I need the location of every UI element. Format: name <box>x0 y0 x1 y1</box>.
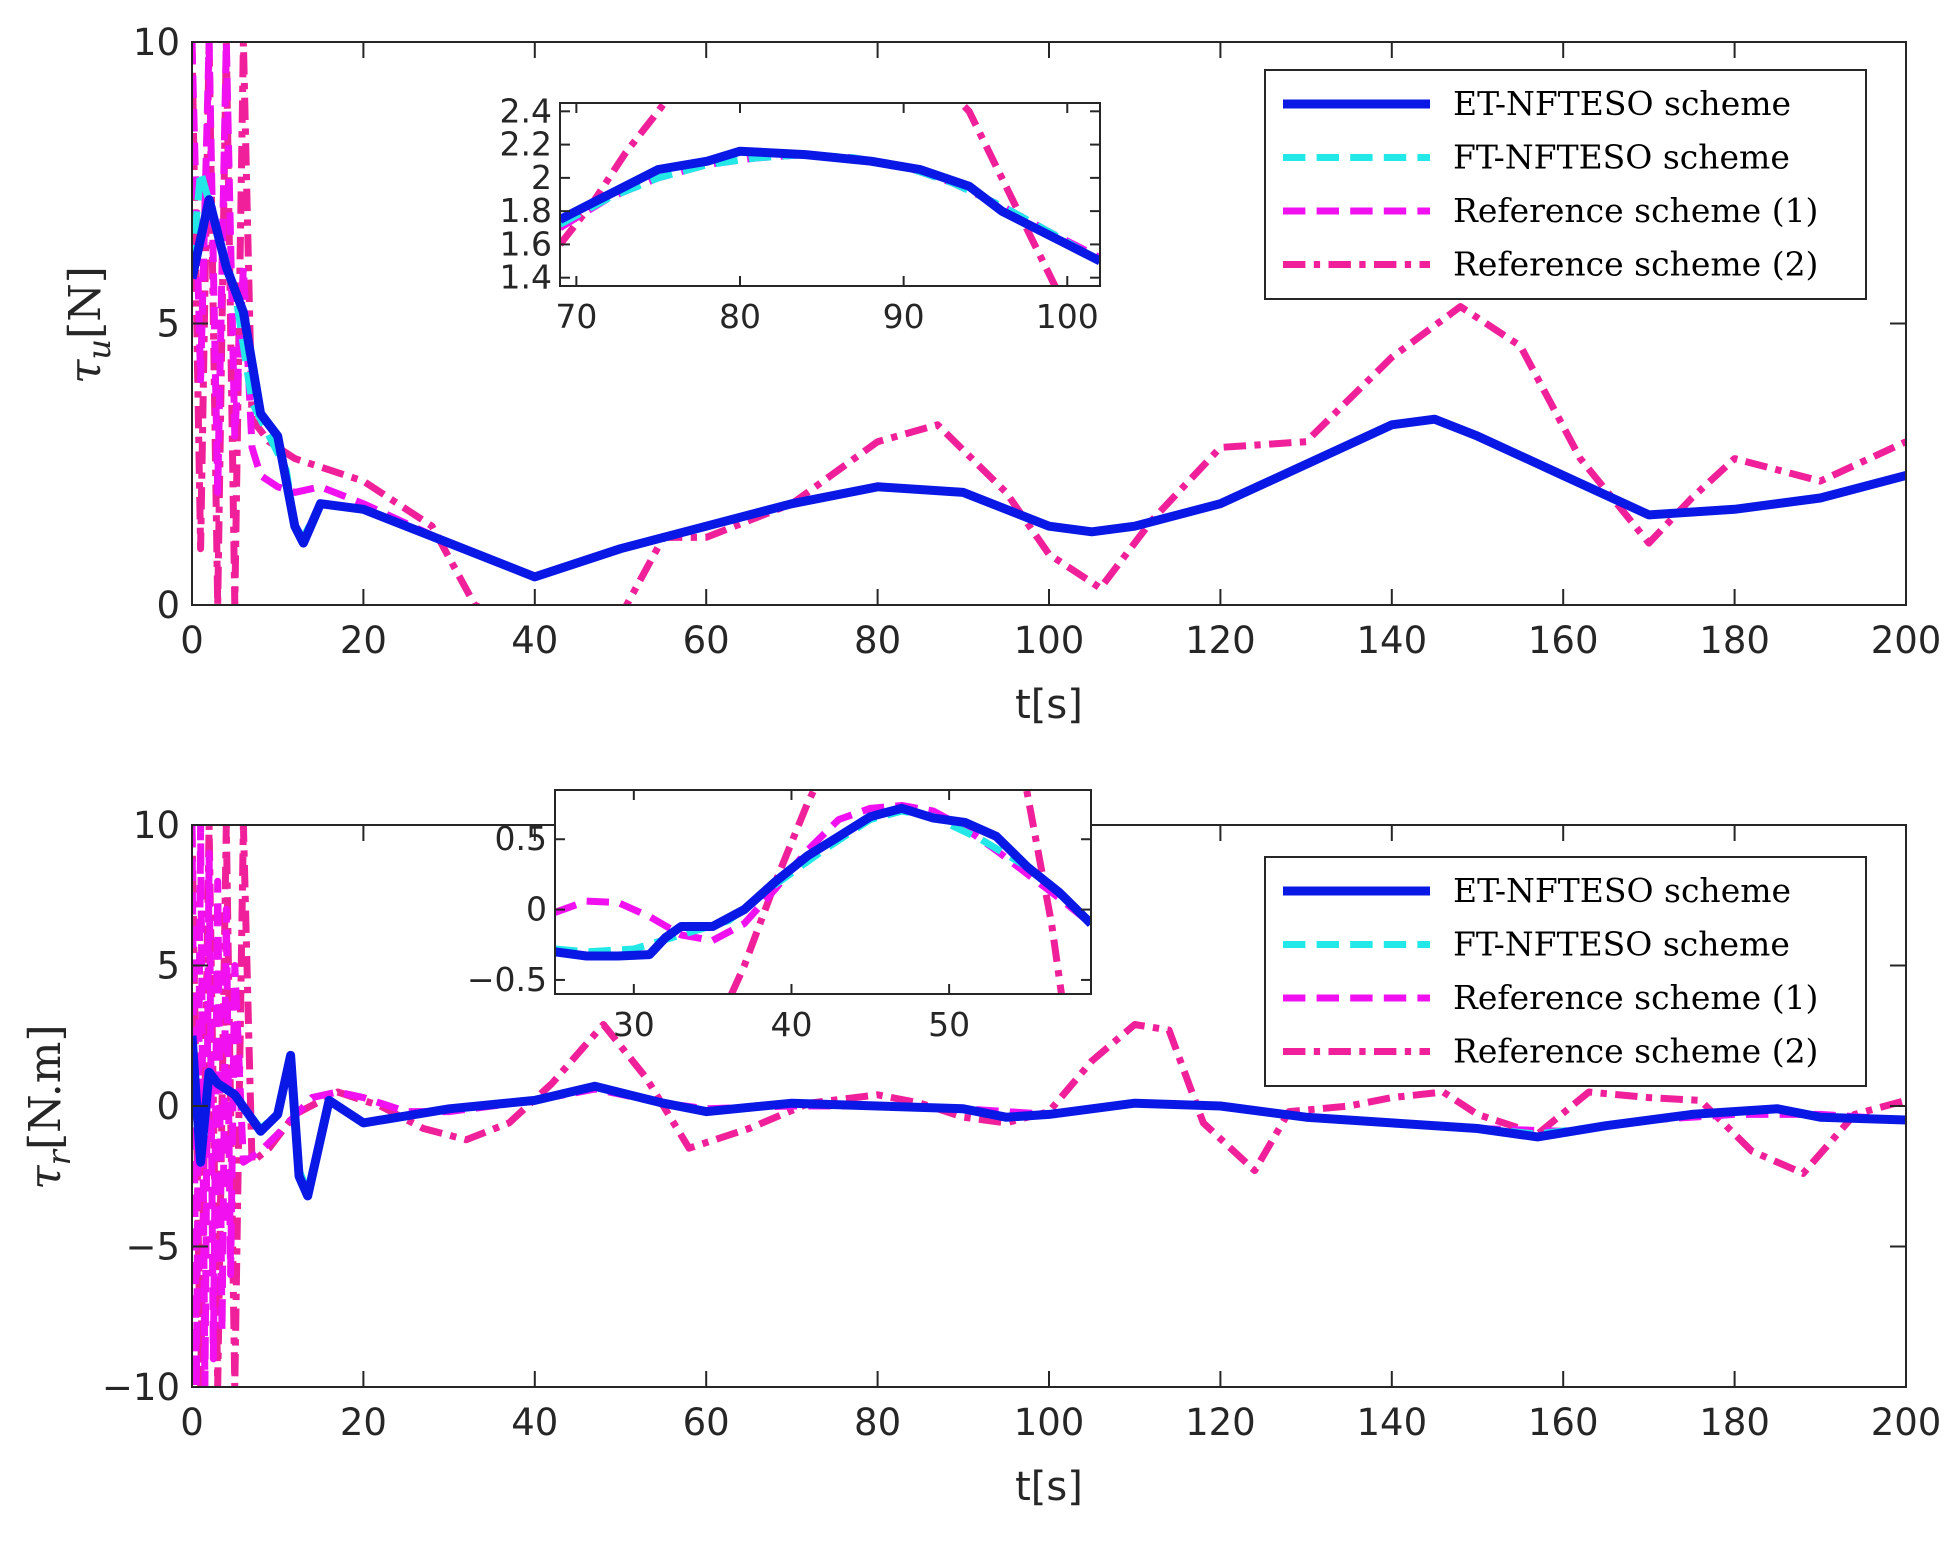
y-axis-label-subscript: u <box>80 339 118 360</box>
x-tick-label: 0 <box>180 1401 204 1444</box>
y-tick-label: 0 <box>156 584 180 627</box>
inset-series-line-ref2 <box>727 790 1066 994</box>
legend-label-ref2: Reference scheme (2) <box>1453 245 1818 284</box>
x-tick-label: 180 <box>1699 1401 1770 1444</box>
x-tick-label: 40 <box>511 619 558 662</box>
x-tick-label: 140 <box>1356 1401 1427 1444</box>
y-axis-label: τr[N.m] <box>20 1024 78 1189</box>
x-axis-label: t[s] <box>1015 682 1083 728</box>
inset-plot: 30 40 50 −0.5 0 0.5 <box>467 789 1092 1044</box>
y-tick-label: 0 <box>156 1085 180 1128</box>
y-axis-label-subscript: r <box>40 1148 78 1165</box>
inset-x-tick-label: 70 <box>555 297 597 336</box>
x-tick-label: 100 <box>1014 619 1085 662</box>
y-tick-label: 10 <box>133 804 180 847</box>
x-tick-label: 40 <box>511 1401 558 1444</box>
legend-label-ref1: Reference scheme (1) <box>1453 191 1818 230</box>
inset-area <box>555 790 1091 994</box>
inset-y-tick-label: 0.5 <box>495 819 547 858</box>
y-axis-label-unit: [N] <box>60 266 111 339</box>
x-tick-label: 200 <box>1871 619 1942 662</box>
chart-panel-2: 0 20 40 60 80 100 120 140 160 180 200 −10 −5 0 5 10 t[s]… <box>20 789 1942 1510</box>
inset-axes-box <box>559 102 1101 287</box>
x-tick-label: 180 <box>1699 619 1770 662</box>
x-tick-label: 100 <box>1014 1401 1085 1444</box>
y-tick-label: 10 <box>133 21 180 64</box>
inset-y-tick-label: 1.8 <box>500 191 552 230</box>
y-axis-label-symbol: τ <box>60 359 111 384</box>
y-tick-label: 5 <box>156 303 180 346</box>
x-tick-label: 120 <box>1185 1401 1256 1444</box>
inset-x-tick-label: 80 <box>719 297 761 336</box>
x-axis-label: t[s] <box>1015 1464 1083 1510</box>
legend: ET-NFTESO scheme FT-NFTESO scheme Referenc… <box>1264 856 1867 1087</box>
series-line-et <box>192 195 1906 582</box>
x-tick-label: 160 <box>1528 619 1599 662</box>
x-tick-label: 20 <box>340 1401 387 1444</box>
inset-plot: 70 80 90 100 1.41.61.822.22.4 <box>500 91 1101 336</box>
inset-y-tick-label: 2.2 <box>500 125 552 164</box>
inset-axes-box <box>554 789 1092 995</box>
inset-y-tick-label: 1.6 <box>500 224 552 263</box>
y-tick-label: 5 <box>156 945 180 988</box>
inset-series-line-et <box>555 803 1091 961</box>
chart-panel-1: 0 20 40 60 80 100 120 140 160 180 200 0 5 10 t[s] τu[N]… <box>60 21 1941 728</box>
x-tick-label: 80 <box>854 619 901 662</box>
legend-label-ft: FT-NFTESO scheme <box>1453 138 1790 177</box>
y-axis-label: τu[N] <box>60 266 118 384</box>
inset-y-tick-label: −0.5 <box>467 960 547 999</box>
x-tick-label: 20 <box>340 619 387 662</box>
x-tick-label: 80 <box>854 1401 901 1444</box>
inset-y-tick-label: 2.4 <box>500 91 552 130</box>
inset-series-lines <box>555 790 1091 994</box>
x-tick-label: 60 <box>683 1401 730 1444</box>
series-lines <box>192 42 1906 605</box>
y-tick-label: −10 <box>102 1366 180 1409</box>
inset-series-line-ref1 <box>555 802 1091 944</box>
series-line-et <box>192 1035 1906 1201</box>
inset-y-tick-label: 2 <box>531 158 552 197</box>
inset-x-tick-label: 100 <box>1036 297 1099 336</box>
inset-series-line-et <box>560 146 1100 266</box>
legend-label-ref2: Reference scheme (2) <box>1453 1032 1818 1071</box>
legend-label-et: ET-NFTESO scheme <box>1453 84 1791 123</box>
inset-y-tick-label: 0 <box>526 890 547 929</box>
y-tick-label: −5 <box>125 1226 180 1269</box>
legend: ET-NFTESO scheme FT-NFTESO scheme Referenc… <box>1264 69 1867 300</box>
inset-series-lines <box>560 103 1100 286</box>
y-axis-label-unit: [N.m] <box>20 1024 71 1150</box>
x-tick-label: 200 <box>1871 1401 1942 1444</box>
inset-x-tick-label: 40 <box>770 1005 812 1044</box>
x-tick-label: 140 <box>1356 619 1427 662</box>
inset-x-tick-label: 90 <box>883 297 925 336</box>
series-lines <box>192 825 1906 1387</box>
x-tick-label: 160 <box>1528 1401 1599 1444</box>
y-axis-label-symbol: τ <box>20 1165 71 1190</box>
legend-label-et: ET-NFTESO scheme <box>1453 871 1791 910</box>
x-tick-label: 120 <box>1185 619 1256 662</box>
x-tick-label: 0 <box>180 619 204 662</box>
inset-x-tick-label: 30 <box>613 1005 655 1044</box>
legend-label-ref1: Reference scheme (1) <box>1453 978 1818 1017</box>
x-tick-label: 60 <box>683 619 730 662</box>
inset-x-tick-label: 50 <box>928 1005 970 1044</box>
legend-label-ft: FT-NFTESO scheme <box>1453 925 1790 964</box>
inset-y-tick-label: 1.4 <box>500 258 552 297</box>
